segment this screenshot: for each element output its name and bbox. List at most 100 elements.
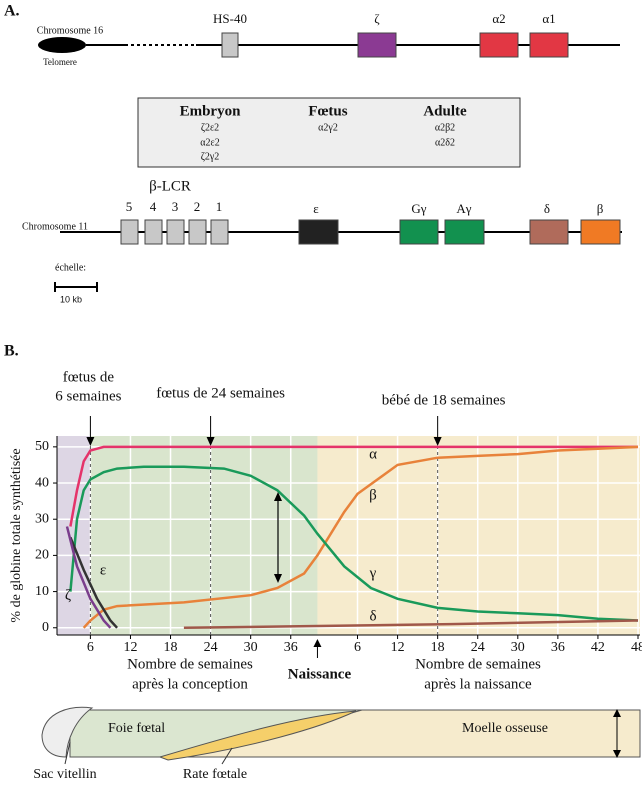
x-axis-title: après la naissance <box>424 676 532 692</box>
chromosome-name: Chromosome 11 <box>22 221 88 232</box>
table-cell: α2γ2 <box>318 122 338 133</box>
chromosome-16: Chromosome 16 Telomere HS-40 ζ α2 α1 <box>37 11 620 67</box>
lcr-box <box>210 219 229 245</box>
gene-label: α2 <box>492 11 505 26</box>
table-cell: ζ2ε2 <box>201 122 219 133</box>
plot-region <box>57 436 91 635</box>
x-tick-label: 30 <box>511 640 525 655</box>
series-line <box>69 445 638 527</box>
telomere <box>38 37 86 53</box>
y-tick-label: 20 <box>35 548 49 563</box>
annotation: fœtus de 24 semaines <box>156 385 285 401</box>
series-label: ζ <box>65 587 71 603</box>
lcr-site: 3 <box>172 199 179 214</box>
plot-region <box>90 436 318 635</box>
pointer <box>64 741 71 765</box>
x-axis-title: après la conception <box>132 676 248 692</box>
telomere-label: Telomere <box>43 57 77 67</box>
arrow-head <box>274 574 282 583</box>
x-tick-label: 18 <box>164 640 178 655</box>
x-tick-label: 36 <box>284 640 298 655</box>
gene-label: ζ <box>374 11 380 26</box>
series-line <box>69 465 639 622</box>
x-tick-label: 30 <box>244 640 258 655</box>
yolk-sac <box>41 706 94 758</box>
lcr-site: 1 <box>216 199 223 214</box>
panel-label: B. <box>4 343 19 360</box>
gene-box <box>479 32 519 58</box>
x-tick-label: 6 <box>354 640 361 655</box>
gene-box <box>529 219 569 245</box>
lcr-box <box>144 219 163 245</box>
series-label: ε <box>100 562 106 578</box>
x-tick-label: 36 <box>551 640 565 655</box>
panel-label: A. <box>4 3 20 20</box>
gene-label: Aγ <box>456 201 471 216</box>
arrow-head <box>613 750 621 758</box>
y-tick-label: 10 <box>35 584 49 599</box>
tissue-label: Foie fœtal <box>108 721 165 736</box>
lcr-site: 4 <box>150 199 157 214</box>
series-label: β <box>369 487 377 503</box>
arrow-head <box>86 437 95 446</box>
x-axis-title: Nombre de semaines <box>415 656 541 672</box>
gene-label: δ <box>544 201 550 216</box>
x-tick-label: 24 <box>204 640 218 655</box>
gene-box <box>357 32 397 58</box>
table-header: Fœtus <box>308 103 347 119</box>
plot-region <box>317 436 640 635</box>
gene-box <box>444 219 485 245</box>
y-tick-label: 50 <box>35 439 49 454</box>
gene-box <box>298 219 339 245</box>
lcr-site: 2 <box>194 199 201 214</box>
tissue-label: Rate fœtale <box>183 767 247 782</box>
chromosome-name: Chromosome 16 <box>37 25 103 36</box>
scale-length: 10 kb <box>60 294 82 304</box>
gene-label: ε <box>313 201 319 216</box>
gene-label: β <box>597 201 604 216</box>
table-cell: α2ε2 <box>200 137 219 148</box>
x-tick-label: 48 <box>631 640 642 655</box>
lcr-box <box>188 219 207 245</box>
table-header: Adulte <box>423 103 467 119</box>
lcr-box <box>120 219 139 245</box>
gene-label: α1 <box>542 11 555 26</box>
series-line <box>82 445 639 629</box>
table-cell: ζ2γ2 <box>201 151 220 162</box>
lcr-label: β-LCR <box>149 178 191 194</box>
series-label: γ <box>369 565 377 581</box>
gene-label: HS-40 <box>213 11 247 26</box>
tissue-diagram: Foie fœtal Moelle osseuse Sac vitellin R… <box>33 706 641 782</box>
birth-label: Naissance <box>288 666 352 682</box>
gene-label: Gγ <box>411 201 426 216</box>
chromosome-11: Chromosome 11 β-LCR 5 4 3 2 1 ε Gγ Aγ δ … <box>22 178 622 245</box>
x-tick-label: 18 <box>431 640 445 655</box>
y-axis-title: % de globine totale synthétisée <box>9 448 24 622</box>
gene-box <box>399 219 439 245</box>
table-box <box>137 97 521 168</box>
annotation: bébé de 18 semaines <box>382 392 506 408</box>
table-cell: α2δ2 <box>435 137 455 148</box>
scale-bar: échelle: 10 kb <box>54 262 98 304</box>
gene-box <box>529 32 569 58</box>
lcr-site: 5 <box>126 199 133 214</box>
series-line <box>65 526 112 629</box>
x-tick-label: 12 <box>391 640 405 655</box>
gene-box <box>221 32 239 58</box>
arrow-head <box>206 437 215 446</box>
y-tick-label: 30 <box>35 511 49 526</box>
series-line <box>69 536 119 629</box>
series-line <box>183 619 639 630</box>
gene-box <box>580 219 621 245</box>
lcr-box <box>166 219 185 245</box>
series-label: α <box>369 446 377 462</box>
tissue-label: Moelle osseuse <box>462 721 548 736</box>
y-tick-label: 40 <box>35 475 49 490</box>
scale-label: échelle: <box>55 262 86 273</box>
arrow-head <box>433 437 442 446</box>
arrow-head <box>274 492 282 501</box>
hemoglobin-table: Embryon ζ2ε2 α2ε2 ζ2γ2 Fœtus α2γ2 Adulte… <box>137 97 521 168</box>
annotation: 6 semaines <box>55 388 121 404</box>
fetal-spleen <box>158 710 357 761</box>
